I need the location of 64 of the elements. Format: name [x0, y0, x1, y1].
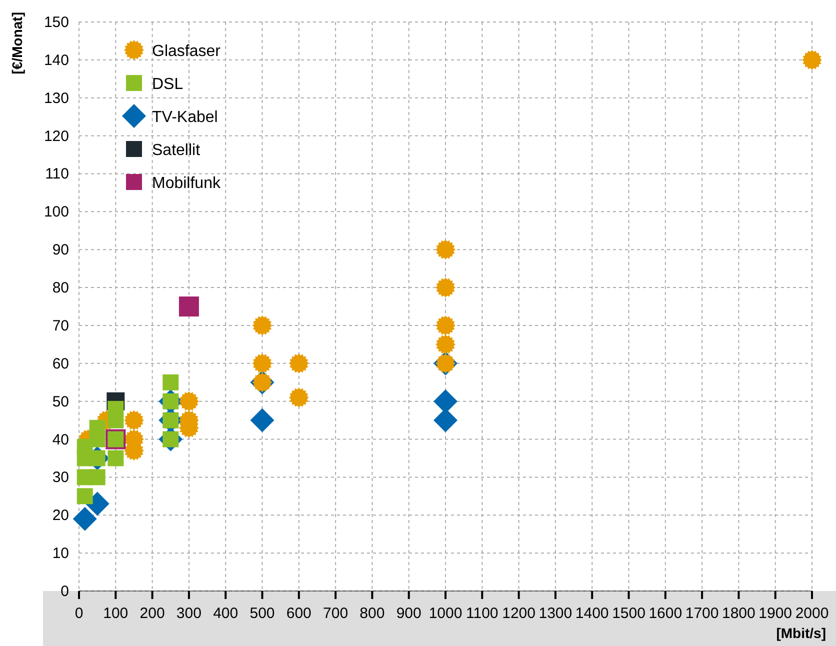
x-tick-label: 1500	[612, 605, 646, 622]
point	[252, 315, 272, 336]
point	[802, 50, 822, 70]
y-tick-label: 140	[44, 52, 69, 69]
x-tick-label: 1200	[502, 605, 536, 622]
y-axis-title: [€/Monat]	[9, 12, 25, 74]
x-tick-label: 700	[323, 605, 348, 622]
y-tick-label: 10	[52, 545, 69, 562]
point	[178, 391, 199, 412]
point	[108, 412, 124, 428]
x-tick-label: 300	[176, 605, 202, 622]
point	[76, 488, 93, 504]
x-tick-label: 0	[74, 605, 84, 622]
y-tick-label: 60	[52, 355, 69, 372]
y-tick-label: 130	[44, 90, 69, 107]
point	[436, 315, 456, 336]
x-tick-label: 1700	[685, 605, 719, 622]
point	[72, 506, 97, 531]
x-tick-label: 200	[140, 605, 165, 622]
legend-label: DSL	[152, 76, 184, 93]
y-tick-label: 110	[45, 166, 69, 183]
x-tick-label: 1400	[575, 605, 609, 622]
x-tick-label: 1800	[722, 605, 756, 622]
point	[178, 296, 199, 316]
point	[436, 240, 456, 260]
x-tick-label: 600	[286, 605, 312, 622]
point	[436, 278, 456, 298]
legend-label: Satellit	[152, 142, 201, 159]
y-tick-label: 0	[60, 583, 69, 600]
y-tick-label: 120	[44, 128, 69, 145]
x-tick-label: 500	[250, 605, 275, 622]
point	[89, 469, 106, 486]
point	[250, 408, 274, 432]
x-tick-label: 1600	[648, 605, 682, 622]
point	[288, 353, 309, 374]
y-tick-label: 90	[52, 242, 69, 259]
legend-label: Glasfaser	[152, 43, 222, 60]
legend-label: Mobilfunk	[152, 175, 222, 192]
point	[288, 388, 309, 408]
y-tick-label: 100	[44, 204, 69, 221]
x-tick-label: 1000	[428, 605, 462, 622]
legend-label: TV-Kabel	[152, 109, 218, 126]
x-tick-label: 400	[213, 605, 238, 622]
point	[108, 450, 124, 466]
x-tick-label: 900	[396, 605, 422, 622]
y-tick-label: 50	[52, 393, 69, 410]
x-tick-label: 1300	[538, 605, 572, 622]
point	[436, 334, 456, 354]
x-tick-label: 800	[360, 605, 385, 622]
y-tick-label: 70	[52, 317, 69, 334]
x-tick-label: 2000	[795, 605, 829, 622]
x-axis-title: [Mbit/s]	[776, 625, 826, 641]
point	[162, 374, 179, 390]
x-tick-label: 1100	[466, 605, 498, 622]
y-tick-label: 80	[52, 280, 69, 297]
point	[89, 450, 106, 466]
y-tick-label: 40	[52, 431, 69, 448]
y-tick-label: 150	[44, 14, 69, 31]
x-tick-label: 100	[103, 605, 128, 622]
y-tick-label: 30	[52, 469, 69, 486]
point	[252, 353, 272, 374]
y-tick-label: 20	[52, 507, 69, 524]
x-tick-label: 1900	[758, 605, 792, 622]
point	[124, 410, 144, 430]
